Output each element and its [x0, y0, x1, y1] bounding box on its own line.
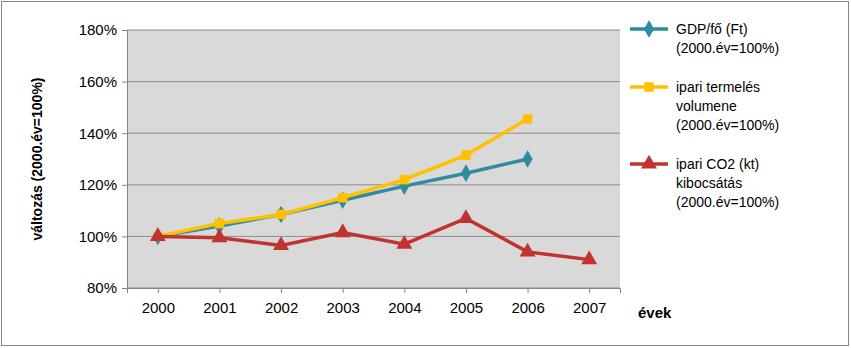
- series-marker: [276, 210, 285, 219]
- grid-line: [127, 81, 620, 82]
- y-tick: 80%: [87, 279, 127, 296]
- x-axis: 2000 2001 2002 2003 2004 2005 2006 2007: [128, 288, 621, 316]
- series-marker: [335, 223, 351, 237]
- x-tick-mark: [343, 288, 344, 293]
- x-tick-mark: [281, 288, 282, 293]
- x-tick-label: 2007: [573, 299, 606, 316]
- y-tick-label: 100%: [79, 228, 117, 245]
- series-marker: [150, 227, 166, 241]
- x-tick-mark: [404, 288, 405, 293]
- y-tick-mark: [122, 288, 127, 289]
- y-axis: 80% 100% 120% 140% 160% 180%: [79, 21, 128, 296]
- series-marker: [338, 191, 348, 209]
- chart: 80%100%120%140%160%180%20002001200220032…: [0, 0, 851, 348]
- x-tick: 2003: [327, 288, 360, 316]
- x-tick-label: 2004: [388, 299, 421, 316]
- x-tick-label: 2003: [327, 299, 360, 316]
- legend-label: ipari termelés volumene (2000.év=100%): [676, 79, 779, 133]
- marks: [150, 114, 597, 264]
- legend-label-line: kibocsátás: [676, 175, 742, 191]
- legend-label: GDP/fő (Ft) (2000.év=100%): [676, 21, 779, 56]
- x-tick: 2001: [203, 288, 236, 316]
- x-axis-line: [128, 289, 621, 294]
- legend-marker: [641, 155, 657, 169]
- series-marker: [581, 250, 597, 264]
- x-axis-title: évek: [638, 304, 672, 321]
- y-tick-label: 120%: [79, 176, 117, 193]
- y-tick: 120%: [79, 176, 127, 193]
- legend-item: ipari termelés volumene (2000.év=100%): [630, 79, 779, 133]
- legend-marker: [644, 82, 653, 91]
- x-tick: 2002: [265, 288, 298, 316]
- x-tick-mark: [158, 288, 159, 293]
- series-marker: [338, 193, 347, 202]
- legend-label: ipari CO2 (kt) kibocsátás (2000.év=100%): [676, 156, 779, 210]
- series-marker: [520, 243, 536, 257]
- series-marker: [400, 175, 409, 184]
- series-marker: [211, 228, 227, 242]
- legend-item: GDP/fő (Ft) (2000.év=100%): [630, 20, 779, 56]
- y-tick: 160%: [79, 73, 127, 90]
- x-tick-mark: [589, 288, 590, 293]
- series-marker: [461, 150, 470, 159]
- legend-label-line: ipari termelés: [676, 79, 760, 95]
- y-tick: 140%: [79, 125, 127, 142]
- series-marker: [276, 206, 286, 224]
- legend: GDP/fő (Ft) (2000.év=100%) ipari termelés v…: [630, 20, 779, 210]
- legend-label-line: (2000.év=100%): [676, 194, 779, 210]
- legend-label-line: volumene: [676, 98, 737, 114]
- x-tick-mark: [528, 288, 529, 293]
- series-marker: [273, 236, 289, 250]
- y-tick-mark: [122, 185, 127, 186]
- legend-label-line: GDP/fő (Ft): [676, 21, 748, 37]
- series-marker: [461, 164, 471, 182]
- series-marker: [458, 209, 474, 223]
- series-line: [158, 119, 528, 236]
- series-marker: [396, 235, 412, 249]
- chart-border: [2, 2, 849, 346]
- y-tick-mark: [122, 133, 127, 134]
- grid: [127, 30, 620, 288]
- x-tick-label: 2005: [450, 299, 483, 316]
- plot-background: [127, 30, 620, 288]
- y-tick: 180%: [79, 21, 127, 38]
- y-axis-line: [122, 31, 128, 289]
- y-tick: 100%: [79, 228, 127, 245]
- series-marker: [215, 219, 224, 228]
- x-tick: 2005: [450, 288, 483, 316]
- grid-line: [127, 184, 620, 185]
- series-marker: [523, 114, 532, 123]
- grid-line: [127, 30, 620, 31]
- x-tick: 2000: [142, 288, 175, 316]
- x-tick-label: 2002: [265, 299, 298, 316]
- legend-label-line: ipari CO2 (kt): [676, 156, 759, 172]
- x-tick-label: 2006: [511, 299, 544, 316]
- legend-label-line: (2000.év=100%): [676, 117, 779, 133]
- legend-item: ipari CO2 (kt) kibocsátás (2000.év=100%): [630, 155, 779, 210]
- y-tick-label: 140%: [79, 125, 117, 142]
- plot: 80%100%120%140%160%180%20002001200220032…: [79, 21, 621, 315]
- x-tick: 2004: [388, 288, 421, 316]
- x-tick: 2006: [511, 288, 544, 316]
- series-marker: [522, 150, 532, 168]
- x-tick-mark: [466, 288, 467, 293]
- legend-label-line: (2000.év=100%): [676, 40, 779, 56]
- y-tick-mark: [122, 82, 127, 83]
- y-tick-mark: [122, 30, 127, 31]
- y-tick-label: 180%: [79, 21, 117, 38]
- y-tick-mark: [122, 236, 127, 237]
- y-axis-title: változás (2000.év=100%): [29, 77, 45, 240]
- x-tick-mark: [219, 288, 220, 293]
- y-tick-label: 80%: [87, 279, 117, 296]
- series-line: [158, 218, 589, 259]
- legend-marker: [644, 20, 654, 38]
- x-tick-label: 2001: [203, 299, 236, 316]
- y-tick-label: 160%: [79, 73, 117, 90]
- x-tick-label: 2000: [142, 299, 175, 316]
- x-tick: 2007: [573, 288, 606, 316]
- grid-line: [127, 133, 620, 134]
